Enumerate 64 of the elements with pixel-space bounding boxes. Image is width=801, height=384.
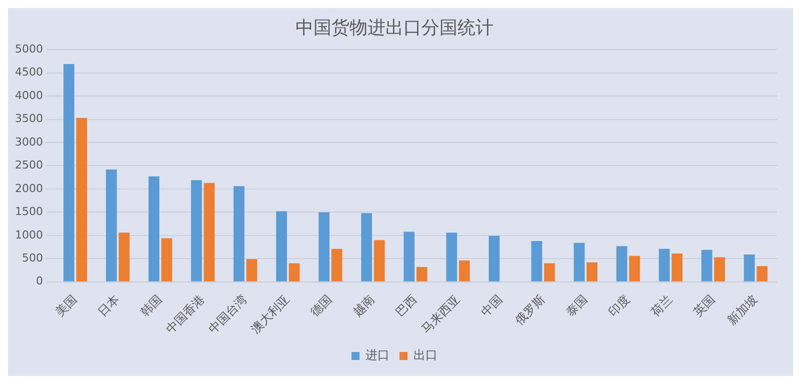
- bar: [106, 169, 117, 282]
- bar: [672, 254, 682, 282]
- x-tick-label: 中国台湾: [206, 292, 250, 336]
- chart-title: 中国货物进出口分国统计: [296, 17, 494, 38]
- bar: [148, 176, 160, 282]
- bar: [246, 259, 258, 282]
- bar: [756, 266, 768, 282]
- y-tick-label: 1000: [14, 228, 43, 242]
- y-tick-label: 5000: [14, 42, 43, 56]
- bar: [544, 263, 555, 282]
- bar: [204, 182, 215, 282]
- x-tick-label: 中国香港: [163, 292, 208, 336]
- bar: [404, 232, 415, 282]
- bar: [488, 236, 500, 282]
- x-tick-label: 巴西: [392, 292, 420, 320]
- bar: [458, 260, 470, 282]
- y-tick-label: 3000: [14, 135, 43, 148]
- bar: [744, 254, 755, 282]
- bar: [318, 212, 330, 282]
- x-tick-label: 印度: [606, 292, 632, 320]
- x-tick-label: 俄罗斯: [512, 292, 548, 328]
- bar: [714, 257, 726, 282]
- bar: [416, 267, 428, 282]
- x-tick-label: 德国: [308, 292, 335, 320]
- bar: [446, 232, 458, 282]
- x-tick-label: 越南: [350, 292, 378, 320]
- bar: [234, 186, 244, 282]
- x-tick-label: 英国: [690, 292, 718, 320]
- bar: [574, 242, 585, 282]
- bar: [374, 240, 385, 282]
- x-tick-label: 澳大利亚: [248, 292, 292, 336]
- y-tick-label: 2000: [14, 182, 43, 195]
- bar: [118, 232, 130, 282]
- legend-label: 出口: [414, 348, 438, 362]
- bar: [276, 211, 287, 282]
- x-tick-label: 韩国: [138, 292, 165, 320]
- x-tick-label: 中国: [478, 292, 505, 320]
- bar: [361, 213, 372, 282]
- bar: [331, 248, 342, 282]
- x-tick-label: 新加坡: [724, 292, 760, 328]
- bar: [629, 256, 640, 282]
- y-tick-label: 2500: [14, 158, 43, 172]
- bar: [63, 64, 74, 282]
- bar: [616, 246, 628, 282]
- bar: [288, 263, 300, 282]
- bar: [531, 240, 542, 282]
- x-tick-label: 日本: [95, 292, 122, 320]
- x-tick-label: 荷兰: [648, 292, 676, 320]
- y-tick-label: 4500: [14, 66, 43, 79]
- y-tick-label: 4000: [14, 88, 43, 102]
- bar: [161, 238, 172, 282]
- bar: [191, 180, 202, 282]
- legend-label: 进口: [366, 348, 390, 362]
- y-tick-label: 1500: [14, 205, 43, 218]
- x-tick-label: 马来西亚: [418, 292, 462, 336]
- bar: [586, 262, 598, 282]
- y-tick-label: 3500: [14, 112, 43, 126]
- bar: [701, 250, 712, 282]
- x-tick-label: 美国: [52, 292, 80, 320]
- x-tick-label: 泰国: [563, 292, 590, 320]
- y-tick-label: 500: [22, 252, 43, 265]
- bar: [658, 248, 670, 282]
- bar: [76, 118, 88, 282]
- y-tick-label: 0: [36, 274, 43, 288]
